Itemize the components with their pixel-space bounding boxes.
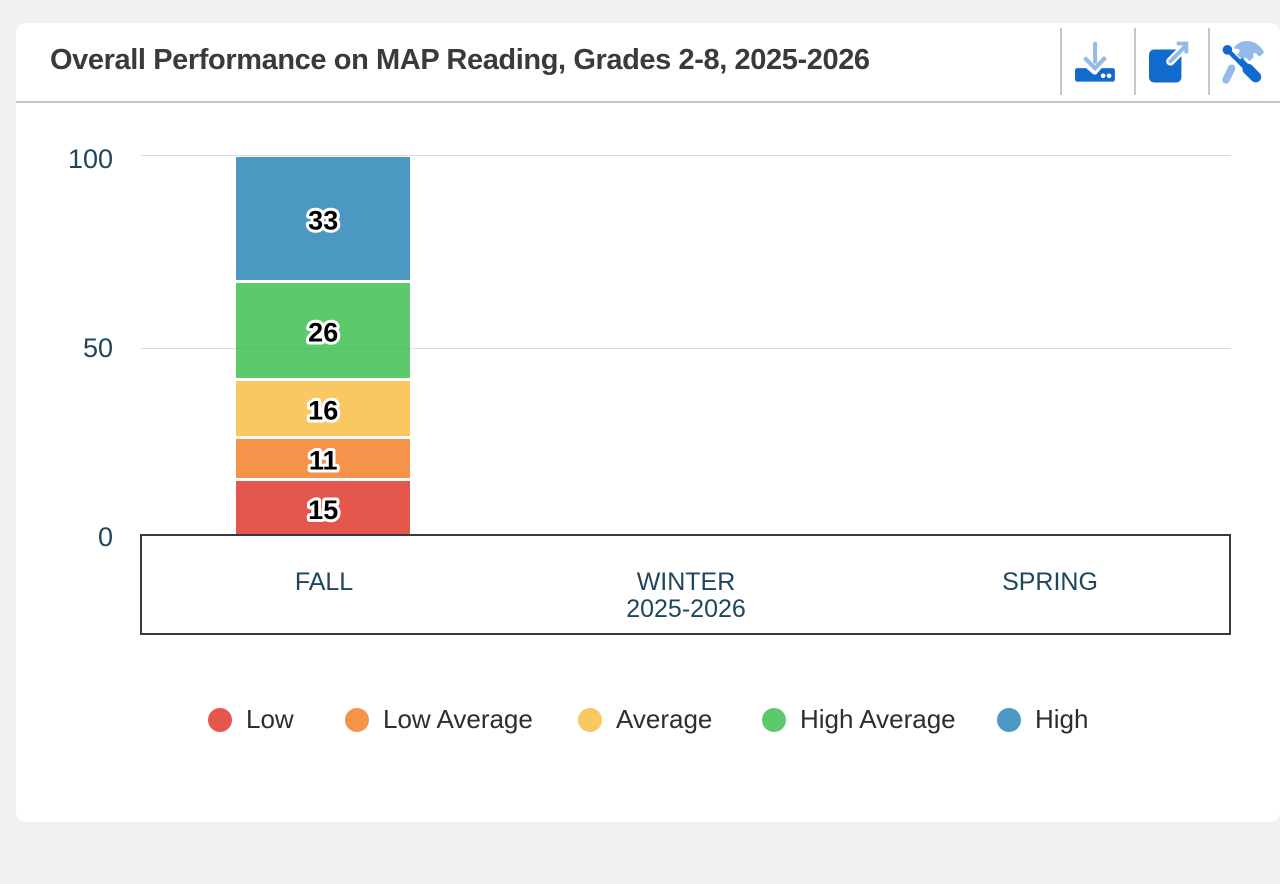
svg-text:11: 11 <box>309 446 338 476</box>
svg-text:16: 16 <box>308 396 338 426</box>
svg-text:26: 26 <box>308 318 338 348</box>
svg-text:33: 33 <box>308 206 338 236</box>
svg-text:15: 15 <box>308 495 338 525</box>
